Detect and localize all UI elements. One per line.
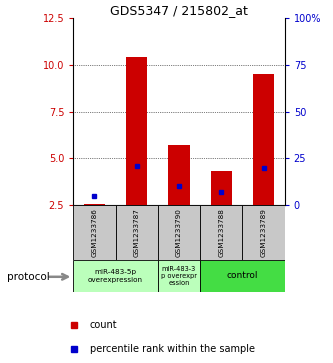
Bar [158,205,200,260]
Text: count: count [90,321,118,330]
Text: GSM1233787: GSM1233787 [134,208,140,257]
Bar [73,205,116,260]
Bar [242,205,285,260]
Text: GSM1233786: GSM1233786 [91,208,98,257]
Bar [126,57,147,205]
Title: GDS5347 / 215802_at: GDS5347 / 215802_at [110,4,248,17]
Bar [158,260,200,292]
Text: GSM1233790: GSM1233790 [176,208,182,257]
Bar [168,145,189,205]
Bar [253,74,274,205]
Text: control: control [227,272,258,280]
Bar [84,204,105,205]
Text: GSM1233789: GSM1233789 [260,208,267,257]
Text: miR-483-5p
overexpression: miR-483-5p overexpression [88,269,143,283]
Text: miR-483-3
p overexpr
ession: miR-483-3 p overexpr ession [161,266,197,286]
Bar [211,171,232,205]
Text: protocol: protocol [7,272,49,282]
Bar [200,205,242,260]
Text: percentile rank within the sample: percentile rank within the sample [90,344,255,354]
Text: GSM1233788: GSM1233788 [218,208,224,257]
Bar [200,260,285,292]
Bar [116,205,158,260]
Bar [73,260,158,292]
